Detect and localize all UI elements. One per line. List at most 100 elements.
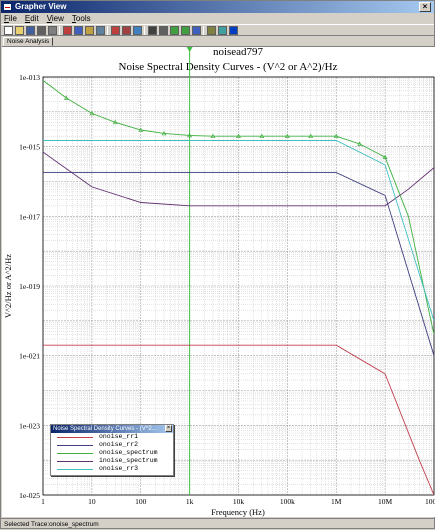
- series-point-onoise_spectrum: [308, 133, 314, 139]
- legend-item-onoise_rr2[interactable]: onoise_rr2: [51, 441, 173, 449]
- zoom-in-icon[interactable]: [170, 26, 179, 35]
- legend-label: onoise_rr1: [99, 433, 139, 440]
- legend-icon[interactable]: [133, 26, 142, 35]
- series-line-inoise_spectrum: [43, 151, 434, 207]
- x-tick-label: 10M: [378, 497, 393, 506]
- legend-title: Noise Spectral Density Curves - (V^2...: [53, 426, 157, 432]
- status-text: Selected Trace:onoise_spectrum: [4, 521, 99, 528]
- grid-icon[interactable]: [111, 26, 120, 35]
- x-tick-label: 100: [135, 497, 147, 506]
- series-point-onoise_spectrum: [333, 133, 339, 139]
- y-tick-label: 1e-013: [19, 73, 40, 82]
- menu-file[interactable]: File: [4, 14, 17, 23]
- new-icon[interactable]: [4, 26, 13, 35]
- title-bar[interactable]: Grapher View ×: [1, 1, 434, 13]
- print-icon[interactable]: [37, 26, 46, 35]
- series-point-onoise_spectrum: [138, 127, 144, 132]
- toolbar: [1, 24, 434, 36]
- y-tick-label: 1e-019: [19, 282, 40, 291]
- plot-area[interactable]: noisead797 Noise Spectral Density Curves …: [2, 46, 435, 517]
- legend-item-inoise_spectrum[interactable]: inoise_spectrum: [51, 457, 173, 465]
- tab-bar: Noise Analysis: [1, 36, 434, 46]
- toolbar-separator: [144, 26, 145, 35]
- legend-label: onoise_rr2: [99, 441, 139, 448]
- chart-subtitle: Noise Spectral Density Curves - (V^2 or …: [119, 61, 338, 73]
- x-tick-label: 1M: [331, 497, 342, 506]
- legend-swatch: [57, 445, 93, 446]
- legend-item-onoise_rr3[interactable]: onoise_rr3: [51, 465, 173, 473]
- series-line-onoise_rr2: [43, 172, 434, 356]
- series-point-onoise_spectrum: [112, 119, 118, 125]
- paste-icon[interactable]: [85, 26, 94, 35]
- series-point-onoise_spectrum: [161, 130, 167, 136]
- window-title: Grapher View: [15, 2, 67, 11]
- plot-frame: [42, 76, 435, 496]
- y-tick-label: 1e-017: [19, 212, 40, 221]
- menu-bar: File Edit View Tools: [1, 13, 434, 24]
- series-line-onoise_spectrum: [43, 80, 434, 335]
- legend-item-onoise_rr1[interactable]: onoise_rr1: [51, 433, 173, 441]
- x-axis-label: Frequency (Hz): [211, 507, 265, 517]
- series-point-onoise_spectrum: [63, 95, 69, 100]
- status-bar: Selected Trace:onoise_spectrum: [1, 518, 434, 529]
- legend-list: onoise_rr1 onoise_rr2 onoise_spectrum inois…: [51, 433, 173, 473]
- legend-title-bar[interactable]: Noise Spectral Density Curves - (V^2... …: [51, 425, 173, 433]
- open-icon[interactable]: [15, 26, 24, 35]
- legend-label: inoise_spectrum: [99, 457, 158, 464]
- y-axis-label: V^2/Hz or A^2/Hz: [3, 254, 13, 318]
- x-tick-label: 10: [88, 497, 96, 506]
- series-point-onoise_spectrum: [210, 133, 216, 139]
- tab-noise-analysis[interactable]: Noise Analysis: [3, 37, 54, 46]
- legend-swatch: [57, 437, 93, 438]
- find-icon[interactable]: [96, 26, 105, 35]
- cut-icon[interactable]: [63, 26, 72, 35]
- series-line-onoise_rr1: [43, 344, 434, 495]
- toolbar-separator: [203, 26, 204, 35]
- series-point-onoise_spectrum: [382, 154, 388, 160]
- toolbar-separator: [59, 26, 60, 35]
- zoom-out-icon[interactable]: [181, 26, 190, 35]
- legend-swatch: [57, 469, 93, 470]
- help-icon[interactable]: [229, 26, 238, 35]
- copy-icon[interactable]: [74, 26, 83, 35]
- legend-close-button[interactable]: ×: [165, 425, 172, 432]
- x-tick-label: 1k: [186, 497, 194, 506]
- legend-swatch: [57, 453, 93, 454]
- cursor-marker-icon: [186, 47, 193, 52]
- chart-title: noisead797: [213, 47, 264, 58]
- legend-window[interactable]: Noise Spectral Density Curves - (V^2... …: [50, 424, 174, 476]
- legend-label: onoise_rr3: [99, 465, 139, 472]
- series-point-onoise_spectrum: [259, 133, 265, 139]
- series-point-onoise_spectrum: [284, 133, 290, 139]
- x-tick-label: 10k: [233, 497, 245, 506]
- legend-item-onoise_spectrum[interactable]: onoise_spectrum: [51, 449, 173, 457]
- y-tick-label: 1e-015: [19, 143, 40, 152]
- x-tick-label: 1: [41, 497, 45, 506]
- grid-alt-icon[interactable]: [122, 26, 131, 35]
- save-icon[interactable]: [26, 26, 35, 35]
- print-preview-icon[interactable]: [48, 26, 57, 35]
- series-point-onoise_spectrum: [187, 132, 193, 138]
- cursor-icon[interactable]: [148, 26, 157, 35]
- series-line-onoise_rr3: [43, 140, 434, 321]
- legend-label: onoise_spectrum: [99, 449, 158, 456]
- export-icon[interactable]: [218, 26, 227, 35]
- legend-swatch: [57, 461, 93, 462]
- series-point-onoise_spectrum: [236, 133, 241, 139]
- cursor-alt-icon[interactable]: [159, 26, 168, 35]
- menu-view[interactable]: View: [46, 14, 64, 23]
- toolbar-separator: [107, 26, 108, 35]
- x-tick-label: 100M: [425, 497, 435, 506]
- app-icon: [3, 3, 12, 11]
- properties-icon[interactable]: [207, 26, 216, 35]
- series-point-onoise_spectrum: [89, 110, 95, 116]
- y-tick-label: 1e-021: [19, 352, 40, 361]
- menu-tools[interactable]: Tools: [71, 14, 91, 23]
- zoom-fit-icon[interactable]: [192, 26, 201, 35]
- y-tick-label: 1e-025: [19, 491, 40, 500]
- close-button[interactable]: ×: [419, 2, 431, 12]
- menu-edit[interactable]: Edit: [24, 14, 39, 23]
- series-point-onoise_spectrum: [357, 141, 362, 146]
- y-tick-label: 1e-023: [19, 421, 40, 430]
